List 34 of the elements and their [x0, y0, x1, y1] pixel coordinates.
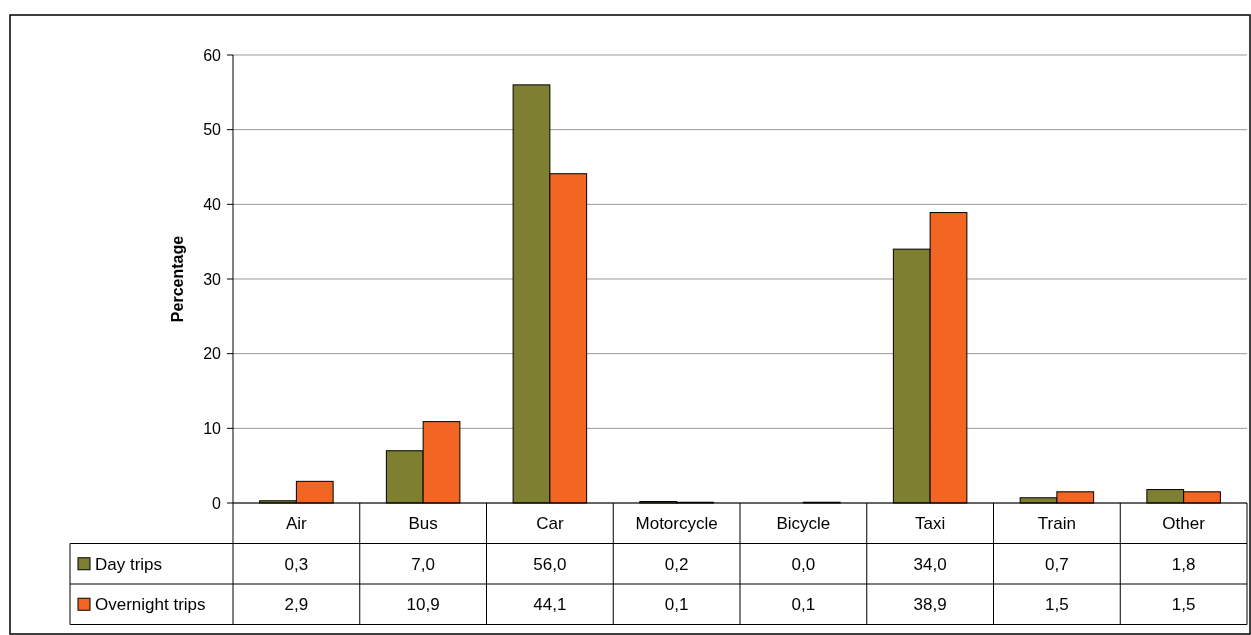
data-label: 56,0	[533, 554, 567, 574]
data-label: 1,8	[1171, 554, 1196, 574]
y-axis-title: Percentage	[169, 235, 186, 323]
x-tick-label: Motorcycle	[635, 514, 718, 534]
x-tick-label: Car	[536, 514, 564, 534]
data-label: 10,9	[406, 595, 440, 615]
data-label: 0,1	[791, 595, 816, 615]
y-tick-label: 60	[203, 46, 222, 64]
y-tick-label: 10	[203, 419, 222, 437]
data-label: 1,5	[1045, 595, 1069, 615]
x-tick-label: Air	[285, 514, 308, 534]
y-tick-label: 0	[212, 494, 222, 512]
x-tick-label: Bicycle	[776, 514, 831, 534]
data-label: 0,7	[1045, 554, 1069, 574]
data-label: 1,5	[1171, 595, 1196, 615]
data-label: 2,9	[284, 595, 309, 615]
data-label: 44,1	[533, 595, 567, 615]
x-tick-label: Other	[1162, 514, 1206, 534]
data-label: 0,2	[664, 554, 689, 574]
legend-label: Overnight trips	[95, 595, 206, 615]
x-tick-label: Bus	[408, 514, 438, 534]
y-tick-label: 50	[203, 121, 222, 139]
y-tick-label: 30	[203, 270, 222, 288]
data-label: 34,0	[913, 554, 947, 574]
data-label: 0,1	[664, 595, 689, 615]
y-tick-label: 40	[203, 195, 222, 213]
data-label: 0,3	[284, 554, 309, 574]
data-label: 38,9	[913, 595, 947, 615]
y-tick-label: 20	[203, 345, 222, 363]
legend-label: Day trips	[95, 554, 163, 574]
x-tick-label: Train	[1037, 514, 1076, 534]
data-label: 0,0	[791, 554, 816, 574]
data-label: 7,0	[411, 554, 435, 574]
x-tick-label: Taxi	[915, 514, 946, 534]
